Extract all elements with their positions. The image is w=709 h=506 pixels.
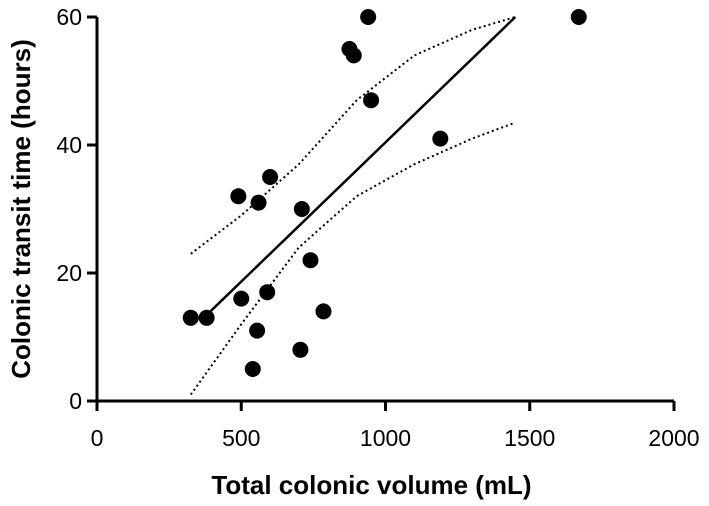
upper-confidence-band xyxy=(190,16,516,255)
data-point xyxy=(250,194,267,211)
y-tick-label: 0 xyxy=(69,388,82,414)
x-tick-label: 2000 xyxy=(648,425,699,451)
data-point xyxy=(244,361,261,377)
y-tick-label: 40 xyxy=(56,132,82,158)
x-tick-label: 1000 xyxy=(360,425,411,451)
data-point xyxy=(302,252,319,269)
confidence-bands xyxy=(189,16,516,396)
data-point xyxy=(233,290,250,307)
regression-fit xyxy=(202,16,517,319)
regression-line xyxy=(202,16,517,319)
data-point xyxy=(198,309,215,326)
y-tick-label: 60 xyxy=(56,4,82,30)
data-point xyxy=(262,169,279,185)
data-point xyxy=(293,201,310,217)
x-axis-title: Total colonic volume (mL) xyxy=(211,470,531,500)
data-point xyxy=(249,322,266,339)
y-tick-label: 20 xyxy=(56,260,82,286)
data-point xyxy=(432,130,449,147)
x-ticks: 0 500 1000 1500 2000 xyxy=(91,401,700,451)
data-point xyxy=(259,284,276,301)
x-tick-label: 1500 xyxy=(504,425,555,451)
data-point xyxy=(315,303,332,320)
x-tick-label: 0 xyxy=(91,425,104,451)
data-point xyxy=(292,341,309,358)
data-point xyxy=(345,47,362,64)
data-point xyxy=(363,92,380,109)
data-point xyxy=(570,9,587,25)
data-point xyxy=(360,9,377,25)
y-ticks: 0 20 40 60 xyxy=(56,4,97,414)
data-point xyxy=(230,188,247,205)
axes xyxy=(95,17,674,403)
y-axis-title: Colonic transit time (hours) xyxy=(6,39,36,378)
data-point xyxy=(182,309,199,326)
data-points xyxy=(182,9,587,377)
x-tick-label: 500 xyxy=(222,425,260,451)
lower-confidence-band xyxy=(189,121,516,396)
